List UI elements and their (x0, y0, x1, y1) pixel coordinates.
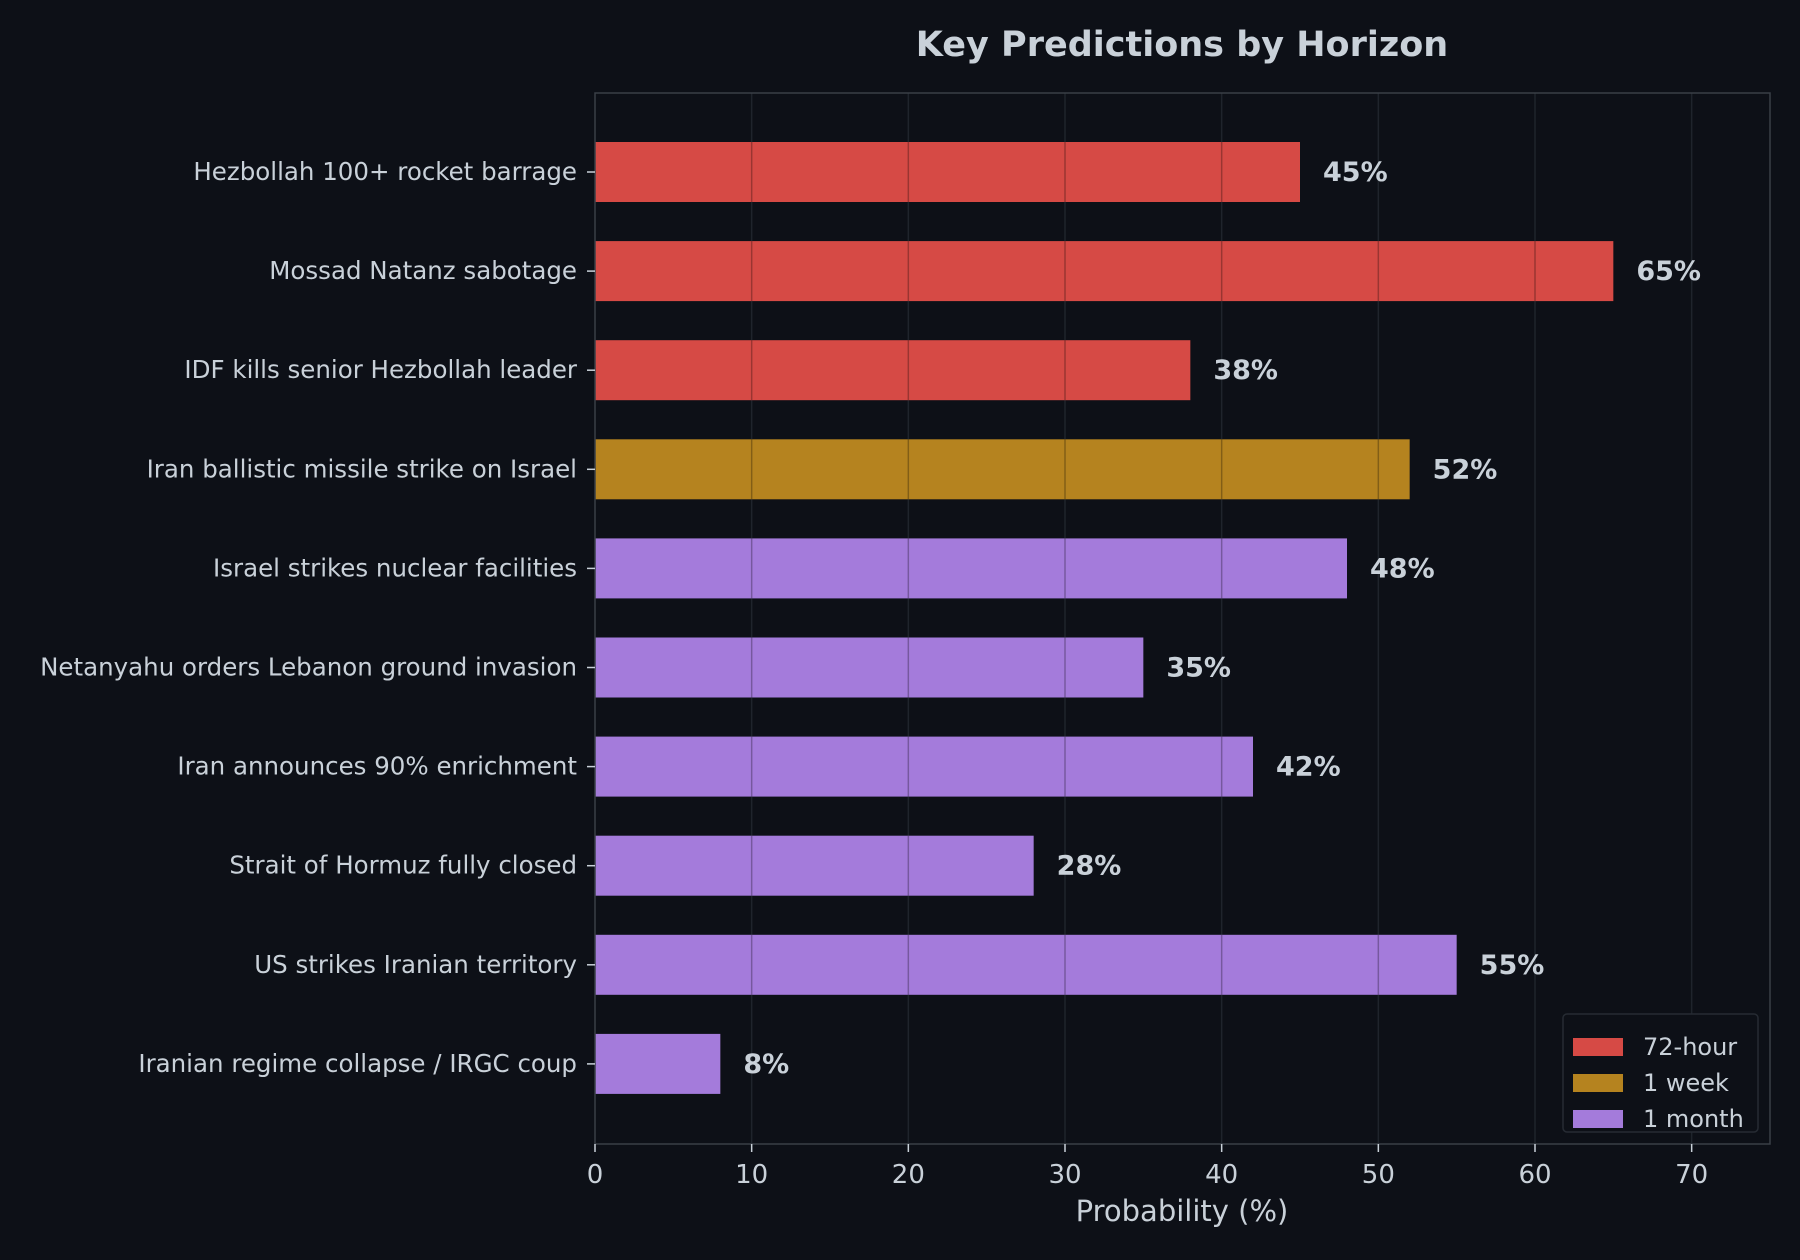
data-label-5: 35% (1166, 653, 1231, 684)
legend-swatch-1 (1573, 1074, 1623, 1092)
data-label-9: 8% (743, 1049, 789, 1080)
data-label-7: 28% (1057, 851, 1122, 882)
legend-label-0: 72-hour (1643, 1033, 1737, 1061)
bar-5 (595, 637, 1144, 698)
bar-9 (595, 1033, 721, 1094)
x-tick-label-60: 60 (1518, 1160, 1551, 1190)
legend-swatch-2 (1573, 1110, 1623, 1128)
y-tick-label-2: IDF kills senior Hezbollah leader (184, 355, 578, 384)
bar-3 (595, 439, 1410, 500)
y-tick-label-6: Iran announces 90% enrichment (177, 752, 577, 781)
bar-2 (595, 340, 1191, 401)
y-tick-label-5: Netanyahu orders Lebanon ground invasion (40, 653, 577, 682)
legend: 72-hour 1 week 1 month (1562, 1013, 1759, 1133)
legend-label-2: 1 month (1643, 1105, 1744, 1133)
bar-4 (595, 538, 1347, 599)
data-label-1: 65% (1636, 256, 1701, 287)
x-tick-label-20: 20 (892, 1160, 925, 1190)
y-tick-label-8: US strikes Iranian territory (254, 950, 577, 979)
x-tick-label-50: 50 (1362, 1160, 1395, 1190)
bar-8 (595, 934, 1457, 995)
data-label-0: 45% (1323, 157, 1388, 188)
bar-0 (595, 142, 1300, 202)
data-label-2: 38% (1213, 355, 1278, 386)
y-tick-label-3: Iran ballistic missile strike on Israel (147, 454, 577, 483)
bar-7 (595, 835, 1034, 896)
x-tick-label-40: 40 (1205, 1160, 1238, 1190)
x-tick-label-10: 10 (735, 1160, 768, 1190)
legend-label-1: 1 week (1643, 1069, 1729, 1097)
x-tick-label-0: 0 (587, 1160, 604, 1190)
plot-frame (594, 92, 1771, 1145)
data-label-3: 52% (1433, 454, 1498, 485)
x-tick-label-70: 70 (1675, 1160, 1708, 1190)
legend-swatch-0 (1573, 1038, 1623, 1056)
bar-1 (595, 241, 1614, 302)
bar-6 (595, 736, 1253, 797)
y-tick-label-9: Iranian regime collapse / IRGC coup (138, 1049, 577, 1078)
data-label-8: 55% (1480, 950, 1545, 981)
x-axis-label: Probability (%) (1076, 1194, 1289, 1228)
y-tick-label-1: Mossad Natanz sabotage (269, 256, 577, 285)
data-label-4: 48% (1370, 553, 1435, 584)
bars-layer: 45% 65% 38% 52% 48% 35% 42% 28% 55% 8% (595, 142, 1701, 1094)
y-tick-label-4: Israel strikes nuclear facilities (213, 553, 577, 582)
chart-title: Key Predictions by Horizon (916, 25, 1448, 65)
axes-layer: Hezbollah 100+ rocket barrage Mossad Nata… (40, 92, 1771, 1190)
y-tick-label-0: Hezbollah 100+ rocket barrage (193, 157, 577, 186)
data-label-6: 42% (1276, 752, 1341, 783)
x-tick-label-30: 30 (1048, 1160, 1081, 1190)
y-tick-label-7: Strait of Hormuz fully closed (229, 851, 577, 880)
